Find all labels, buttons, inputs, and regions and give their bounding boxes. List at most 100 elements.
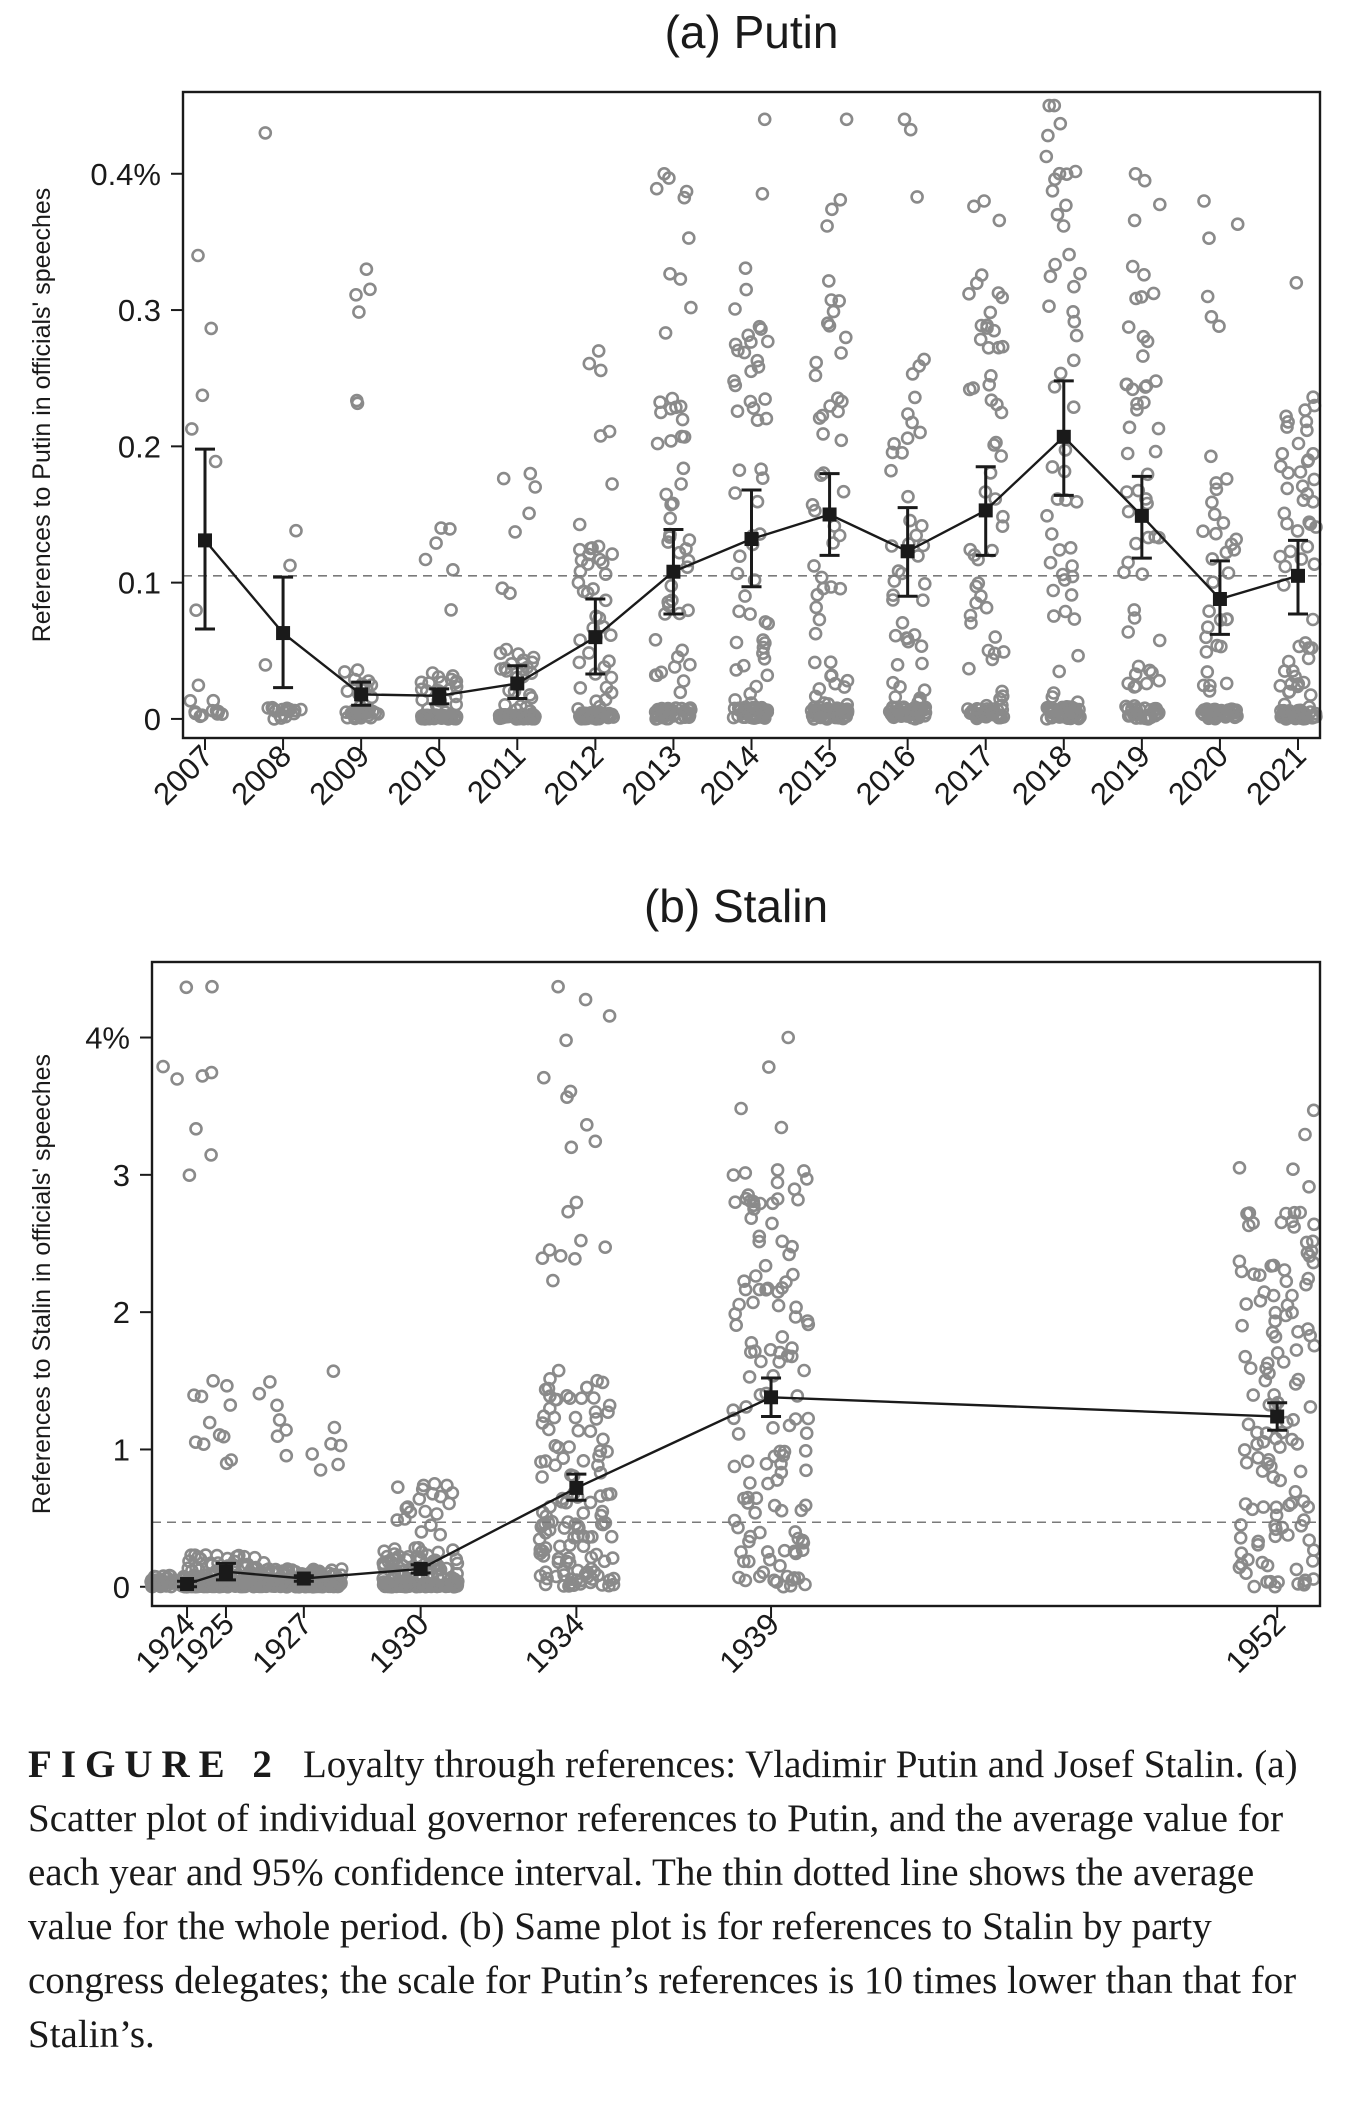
data-point bbox=[777, 1444, 792, 1459]
data-point bbox=[414, 1525, 429, 1539]
data-point bbox=[1199, 630, 1213, 645]
data-point bbox=[1237, 1443, 1252, 1457]
data-point bbox=[895, 566, 909, 581]
data-point bbox=[436, 708, 451, 723]
data-point bbox=[1232, 1161, 1247, 1175]
figure: (a) Putin References to Putin in official… bbox=[28, 6, 1323, 1680]
data-point bbox=[564, 1140, 579, 1155]
data-point bbox=[1259, 1426, 1274, 1440]
data-point bbox=[1299, 1277, 1313, 1292]
data-point bbox=[1137, 395, 1151, 410]
data-point bbox=[773, 1345, 787, 1360]
data-point bbox=[766, 1421, 780, 1435]
data-point bbox=[974, 268, 989, 282]
data-point bbox=[665, 391, 680, 406]
data-point bbox=[982, 377, 997, 392]
data-point bbox=[743, 1476, 757, 1490]
data-point bbox=[1131, 483, 1146, 498]
data-point bbox=[1281, 415, 1295, 429]
data-point bbox=[1212, 319, 1226, 334]
data-point bbox=[728, 1307, 743, 1321]
data-point bbox=[676, 674, 691, 688]
data-point bbox=[596, 1432, 610, 1447]
x-tick-label: 2015 bbox=[771, 738, 845, 812]
mean-marker bbox=[276, 626, 291, 641]
data-point bbox=[523, 688, 537, 702]
data-point bbox=[1304, 641, 1319, 655]
data-point bbox=[1221, 566, 1236, 580]
data-point bbox=[1257, 1285, 1271, 1299]
data-point bbox=[591, 1568, 605, 1583]
x-tick-label: 1934 bbox=[518, 1606, 592, 1680]
data-point bbox=[798, 1577, 812, 1592]
data-point bbox=[737, 1274, 751, 1288]
data-point bbox=[1273, 1440, 1287, 1454]
data-point bbox=[732, 604, 746, 619]
data-point bbox=[738, 1573, 753, 1588]
data-point bbox=[571, 575, 586, 590]
data-point bbox=[496, 471, 511, 486]
data-point bbox=[1145, 665, 1159, 680]
data-point bbox=[340, 684, 355, 698]
data-point bbox=[886, 675, 900, 690]
data-point bbox=[810, 587, 825, 602]
data-point bbox=[756, 1565, 771, 1580]
data-point bbox=[676, 461, 691, 476]
data-point bbox=[579, 1118, 594, 1132]
data-point bbox=[588, 1134, 603, 1149]
data-point bbox=[759, 706, 773, 720]
data-point bbox=[1039, 149, 1054, 164]
x-tick-label: 2009 bbox=[303, 738, 377, 812]
data-point bbox=[1307, 1543, 1321, 1557]
data-point bbox=[741, 1490, 755, 1505]
data-point bbox=[750, 494, 765, 509]
data-point bbox=[787, 1182, 802, 1196]
data-point bbox=[1219, 676, 1234, 691]
data-point bbox=[971, 576, 986, 591]
data-point bbox=[814, 468, 828, 483]
data-point bbox=[1046, 583, 1060, 598]
data-point bbox=[1303, 1328, 1317, 1343]
data-point bbox=[580, 1380, 594, 1395]
data-point bbox=[1209, 710, 1224, 725]
data-point bbox=[1071, 648, 1085, 663]
data-point bbox=[916, 593, 930, 608]
data-point bbox=[1068, 164, 1083, 179]
data-point bbox=[839, 112, 854, 127]
data-point bbox=[1069, 494, 1084, 509]
data-point bbox=[728, 1195, 743, 1209]
data-point bbox=[1289, 1343, 1304, 1357]
data-point bbox=[195, 388, 210, 403]
data-point bbox=[726, 1168, 741, 1182]
data-point bbox=[272, 1413, 287, 1427]
data-point bbox=[1047, 379, 1062, 394]
data-point bbox=[601, 1405, 615, 1419]
mean-marker bbox=[1134, 508, 1149, 523]
data-point bbox=[1301, 1500, 1315, 1514]
data-point bbox=[1286, 664, 1300, 678]
data-point bbox=[188, 1435, 203, 1449]
data-point bbox=[433, 1489, 448, 1504]
data-point bbox=[1117, 565, 1131, 580]
data-point bbox=[1290, 524, 1305, 538]
data-point bbox=[1234, 1518, 1248, 1532]
data-point bbox=[331, 1457, 345, 1472]
data-point bbox=[673, 399, 688, 414]
data-point bbox=[1293, 1205, 1307, 1220]
data-point bbox=[1045, 184, 1060, 198]
data-point bbox=[1148, 444, 1163, 459]
data-point bbox=[822, 318, 837, 333]
data-point bbox=[553, 1249, 568, 1263]
data-point bbox=[1209, 482, 1224, 497]
data-point bbox=[533, 1569, 548, 1583]
individual-points bbox=[183, 98, 1323, 726]
data-point bbox=[1041, 128, 1055, 143]
data-point bbox=[583, 541, 598, 556]
data-point bbox=[1067, 353, 1081, 368]
data-point bbox=[359, 262, 374, 277]
data-point bbox=[1300, 539, 1315, 554]
data-point bbox=[836, 484, 851, 499]
y-tick-label: 0.3 bbox=[118, 293, 161, 328]
data-point bbox=[730, 566, 745, 581]
data-point bbox=[433, 1527, 448, 1542]
